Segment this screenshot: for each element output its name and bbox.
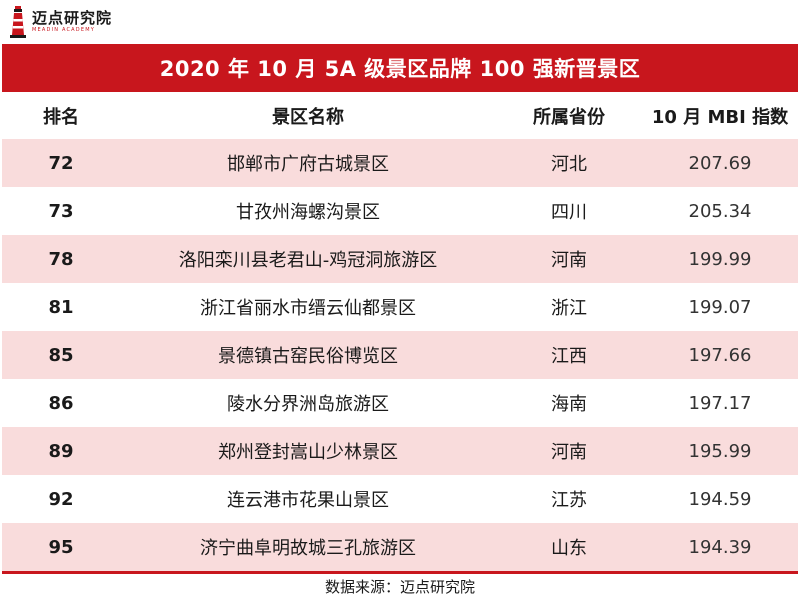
- rank-cell: 78: [48, 248, 74, 270]
- rank-cell: 95: [48, 536, 74, 558]
- rank-cell: 86: [48, 392, 74, 414]
- mbi-cell: 197.66: [688, 344, 752, 366]
- province-cell: 海南: [551, 394, 587, 415]
- ranking-table: 排名 景区名称 所属省份 10 月 MBI 指数 72 邯郸市广府古城景区 河北…: [2, 93, 798, 571]
- rank-cell: 92: [48, 488, 74, 510]
- rank-cell: 72: [48, 152, 74, 174]
- table-row: 89 郑州登封嵩山少林景区 河南 195.99: [2, 427, 798, 475]
- table-row: 72 邯郸市广府古城景区 河北 207.69: [2, 139, 798, 187]
- table-row: 95 济宁曲阜明故城三孔旅游区 山东 194.39: [2, 523, 798, 571]
- province-cell: 江苏: [551, 490, 587, 511]
- scenic-name-cell: 甘孜州海螺沟景区: [236, 202, 380, 223]
- rank-cell: 73: [48, 200, 74, 222]
- scenic-name-cell: 景德镇古窑民俗博览区: [218, 346, 398, 367]
- rank-cell: 81: [48, 296, 74, 318]
- table-title: 2020 年 10 月 5A 级景区品牌 100 强新晋景区: [2, 44, 798, 92]
- scenic-name-cell: 浙江省丽水市缙云仙都景区: [200, 298, 416, 319]
- table-row: 78 洛阳栾川县老君山-鸡冠洞旅游区 河南 199.99: [2, 235, 798, 283]
- rank-cell: 85: [48, 344, 74, 366]
- table-row: 81 浙江省丽水市缙云仙都景区 浙江 199.07: [2, 283, 798, 331]
- mbi-cell: 205.34: [688, 200, 752, 222]
- logo-subtitle: MEADIN ACADEMY: [32, 27, 95, 33]
- mbi-cell: 207.69: [688, 152, 752, 174]
- bottom-divider: [2, 571, 798, 574]
- mbi-cell: 199.99: [688, 248, 752, 270]
- mbi-cell: 197.17: [688, 392, 752, 414]
- province-cell: 河北: [551, 154, 587, 175]
- header-name: 景区名称: [272, 107, 344, 128]
- logo-name: 迈点研究院: [32, 9, 113, 27]
- table-row: 86 陵水分界洲岛旅游区 海南 197.17: [2, 379, 798, 427]
- scenic-name-cell: 陵水分界洲岛旅游区: [227, 394, 389, 415]
- header-mbi: 10 月 MBI 指数: [651, 107, 789, 128]
- mbi-cell: 195.99: [688, 440, 752, 462]
- mbi-cell: 194.39: [688, 536, 752, 558]
- province-cell: 四川: [551, 202, 587, 223]
- rank-cell: 89: [48, 440, 74, 462]
- mbi-cell: 199.07: [688, 296, 752, 318]
- lighthouse-icon: [10, 6, 26, 38]
- table-row: 92 连云港市花果山景区 江苏 194.59: [2, 475, 798, 523]
- scenic-name-cell: 郑州登封嵩山少林景区: [218, 442, 398, 463]
- header-province: 所属省份: [533, 107, 605, 128]
- province-cell: 浙江: [551, 298, 587, 319]
- table-header-row: 排名 景区名称 所属省份 10 月 MBI 指数: [2, 93, 798, 139]
- province-cell: 河南: [551, 250, 587, 271]
- scenic-name-cell: 洛阳栾川县老君山-鸡冠洞旅游区: [178, 250, 438, 271]
- mbi-cell: 194.59: [688, 488, 752, 510]
- province-cell: 江西: [551, 346, 587, 367]
- scenic-name-cell: 济宁曲阜明故城三孔旅游区: [200, 538, 416, 559]
- scenic-name-cell: 邯郸市广府古城景区: [227, 154, 389, 175]
- province-cell: 山东: [551, 538, 587, 559]
- table-row: 85 景德镇古窑民俗博览区 江西 197.66: [2, 331, 798, 379]
- brand-logo: 迈点研究院 MEADIN ACADEMY: [8, 4, 112, 40]
- header-rank: 排名: [43, 107, 79, 128]
- province-cell: 河南: [551, 442, 587, 463]
- table-row: 73 甘孜州海螺沟景区 四川 205.34: [2, 187, 798, 235]
- scenic-name-cell: 连云港市花果山景区: [227, 490, 389, 511]
- data-source-note: 数据来源：迈点研究院: [324, 578, 475, 596]
